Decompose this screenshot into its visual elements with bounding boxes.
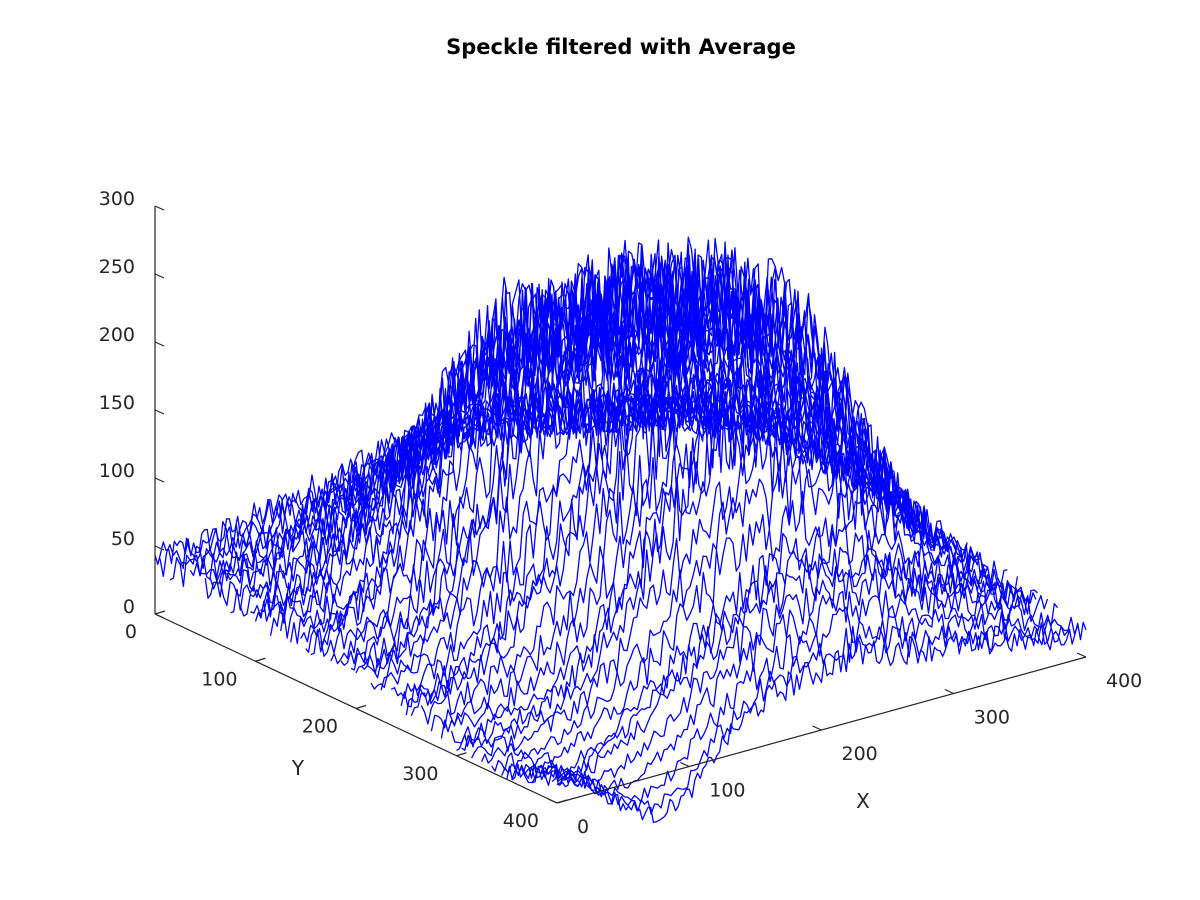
mesh-row-line: [450, 366, 978, 744]
mesh-row-line: [541, 605, 1068, 805]
x-tick-label: 200: [842, 743, 878, 765]
x-tick-label: 300: [974, 707, 1010, 729]
z-tick: [154, 613, 165, 619]
z-tick: [154, 273, 165, 279]
mesh-row-line: [556, 621, 1087, 824]
mesh-row-line: [330, 242, 858, 665]
z-tick-label: 200: [99, 324, 135, 346]
mesh-row-line: [250, 305, 777, 617]
z-tick-label: 150: [99, 392, 135, 414]
z-tick-label: 300: [99, 188, 135, 210]
x-tick-label: 100: [709, 780, 745, 802]
y-tick-label: 200: [302, 716, 338, 738]
axis-ticks: 0 50 100 150 200 250 300 0 100 200 300 400 0 100 200 30…: [99, 188, 1143, 838]
y-tick: [355, 704, 367, 710]
mesh-row-line: [521, 568, 1049, 788]
mesh-row-line: [551, 616, 1079, 815]
y-tick-label: 400: [503, 810, 539, 832]
z-tick-label: 100: [99, 460, 135, 482]
mesh-row-line: [501, 523, 1028, 777]
mesh-row-line: [420, 284, 948, 725]
y-tick-label: 100: [201, 668, 237, 690]
mesh-row-line: [531, 589, 1059, 798]
mesh-lines: [154, 236, 1087, 824]
z-tick-label: 250: [99, 256, 135, 278]
x-tick: [812, 725, 822, 731]
z-tick: [154, 545, 165, 551]
y-tick: [556, 799, 568, 804]
mesh-row-line: [320, 239, 848, 657]
mesh-row-line: [410, 258, 938, 717]
mesh-row-line: [440, 338, 968, 739]
y-tick-label: 300: [402, 763, 438, 785]
z-tick: [154, 341, 165, 347]
chart-title: Speckle filtered with Average: [446, 35, 796, 59]
x-tick-label: 400: [1106, 670, 1142, 692]
z-tick: [154, 205, 165, 211]
x-axis-label: X: [856, 789, 870, 813]
mesh-row-line: [511, 548, 1038, 782]
z-tick: [154, 477, 165, 483]
mesh-row-line: [239, 322, 767, 617]
y-tick: [154, 610, 166, 615]
y-tick: [456, 752, 467, 757]
x-tick: [680, 761, 690, 768]
x-tick: [547, 798, 558, 804]
z-tick-label: 50: [111, 528, 135, 550]
x-tick: [1076, 652, 1087, 658]
z-tick: [154, 409, 165, 415]
mesh-row-line: [461, 400, 988, 751]
mesh-row-line: [471, 423, 998, 759]
z-tick-label: 0: [123, 596, 135, 618]
y-tick-label: 0: [125, 621, 137, 643]
x-tick: [944, 688, 954, 695]
y-tick: [255, 657, 266, 662]
x-tick-label: 0: [577, 816, 589, 838]
y-axis-label: Y: [291, 756, 305, 780]
mesh-row-line: [481, 455, 1008, 764]
